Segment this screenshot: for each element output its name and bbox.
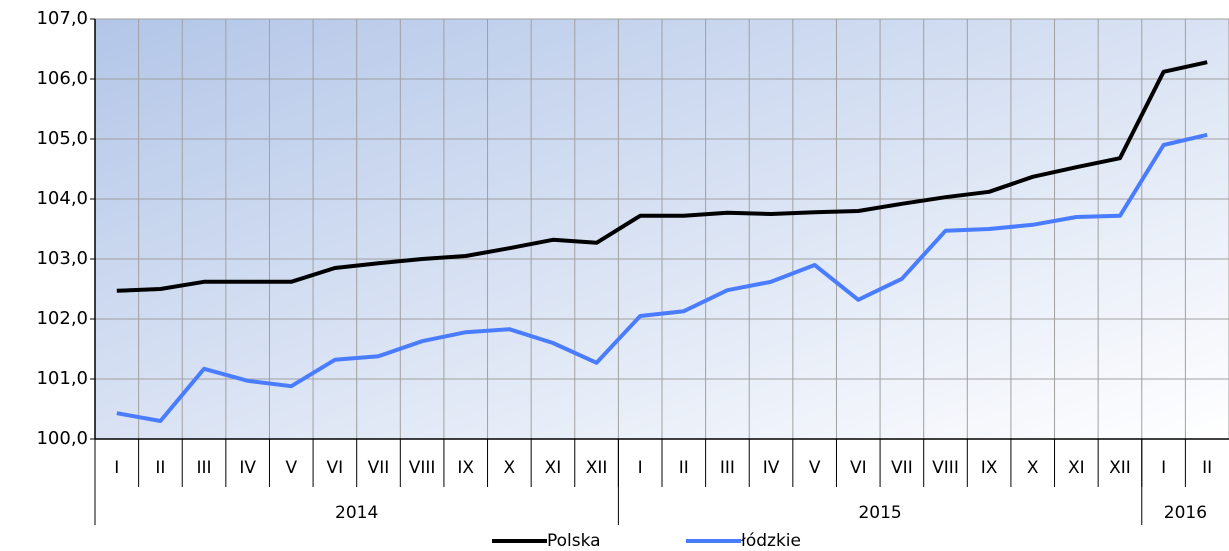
x-tick-label: VI	[327, 458, 344, 478]
x-tick-label: IX	[457, 458, 474, 478]
x-tick-label: XI	[1068, 458, 1085, 478]
x-tick-label: VII	[368, 458, 390, 478]
x-tick-label: VIII	[932, 458, 959, 478]
x-tick-label: VI	[850, 458, 867, 478]
x-tick-label: II	[1202, 458, 1212, 478]
y-tick-label: 100,0	[36, 428, 88, 449]
series-line	[116, 132, 1208, 423]
group-label: 2015	[858, 503, 901, 523]
y-tick-label: 103,0	[36, 248, 88, 269]
y-tick-label: 104,0	[36, 188, 88, 209]
x-tick-label: X	[1027, 458, 1039, 478]
x-tick-label: XII	[586, 458, 608, 478]
x-tick-label: X	[504, 458, 516, 478]
x-tick-label: IV	[763, 458, 780, 478]
legend-label: Polska	[547, 531, 601, 551]
x-tick-label: III	[720, 458, 735, 478]
y-tick-label: 107,0	[36, 8, 88, 29]
x-tick-label: XI	[545, 458, 562, 478]
legend-label: łódzkie	[741, 531, 801, 551]
x-tick-label: I	[1161, 458, 1166, 478]
y-tick-label: 102,0	[36, 308, 88, 329]
group-label: 2014	[335, 503, 378, 523]
y-tick-label: 101,0	[36, 368, 88, 389]
x-tick-label: V	[809, 458, 821, 478]
x-tick-label: I	[638, 458, 643, 478]
series-line	[116, 60, 1208, 293]
y-tick-label: 106,0	[36, 68, 88, 89]
x-tick-label: III	[197, 458, 212, 478]
group-label: 2016	[1164, 503, 1207, 523]
x-tick-label: VII	[891, 458, 913, 478]
x-tick-label: I	[114, 458, 119, 478]
x-tick-label: IX	[981, 458, 998, 478]
x-tick-label: XII	[1109, 458, 1131, 478]
x-tick-label: V	[285, 458, 297, 478]
y-tick-label: 105,0	[36, 128, 88, 149]
x-tick-label: II	[155, 458, 165, 478]
x-tick-label: VIII	[409, 458, 436, 478]
x-tick-label: IV	[239, 458, 256, 478]
x-tick-label: II	[679, 458, 689, 478]
